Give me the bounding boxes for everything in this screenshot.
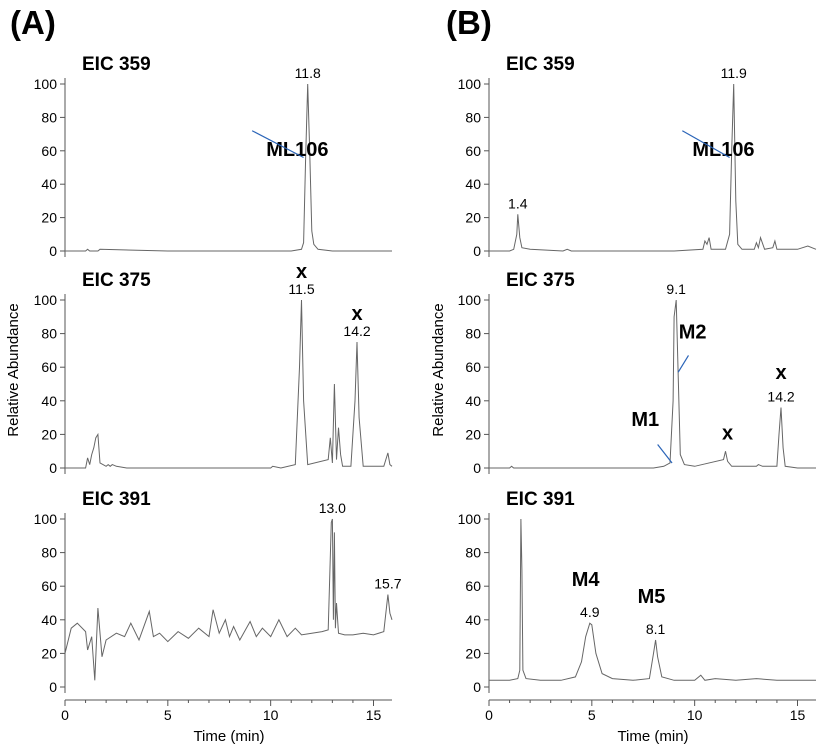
chromatogram-trace <box>65 83 392 252</box>
chromatogram-trace <box>489 299 816 469</box>
peak-label: 1.4 <box>508 195 528 211</box>
interference-marker: x <box>296 261 307 283</box>
y-tick-label: 60 <box>41 578 57 594</box>
y-tick-label: 100 <box>458 76 482 92</box>
y-tick-label: 80 <box>41 545 57 561</box>
y-tick-label: 40 <box>41 393 57 409</box>
y-axis-label-b: Relative Abundance <box>430 303 447 436</box>
y-tick-label: 20 <box>41 645 57 661</box>
y-tick-label: 0 <box>49 679 57 695</box>
y-tick-label: 60 <box>41 143 57 159</box>
y-tick-label: 0 <box>473 243 481 259</box>
chart-a-eic-359: 0 20 40 60 80 100 EIC 359 11.8 ML106 <box>34 54 392 259</box>
y-tick-label: 40 <box>41 612 57 628</box>
chromatogram-trace <box>489 518 816 681</box>
y-tick-label: 20 <box>41 210 57 226</box>
leader-line <box>251 130 304 159</box>
eic-title: EIC 359 <box>506 54 575 75</box>
x-tick-label: 15 <box>366 707 382 723</box>
eic-title: EIC 359 <box>82 54 151 75</box>
compound-label-m5: M5 <box>638 586 666 608</box>
eic-title: EIC 391 <box>82 489 151 510</box>
leader-line <box>677 355 690 373</box>
eic-title: EIC 391 <box>506 489 575 510</box>
y-tick-label: 100 <box>458 511 482 527</box>
leader-line <box>682 130 730 159</box>
peak-label: 15.7 <box>374 576 401 592</box>
y-axis-label-a: Relative Abundance <box>5 303 22 436</box>
peak-label: 11.9 <box>721 65 747 81</box>
x-tick-label: 15 <box>790 707 806 723</box>
x-axis-label-a: Time (min) <box>193 728 264 745</box>
x-tick-label: 0 <box>61 707 69 723</box>
y-tick-label: 80 <box>41 109 57 125</box>
y-tick-label: 60 <box>465 143 481 159</box>
y-tick-label: 60 <box>465 578 481 594</box>
y-tick-label: 60 <box>465 359 481 375</box>
y-tick-label: 0 <box>473 460 481 476</box>
panel-letter-b: (B) <box>446 4 492 41</box>
panel-letter-a: (A) <box>10 4 56 41</box>
y-tick-label: 20 <box>465 645 481 661</box>
peak-label: 14.2 <box>767 389 794 405</box>
peak-label: 11.5 <box>288 281 314 297</box>
interference-marker: x <box>775 362 786 384</box>
peak-label: 14.2 <box>343 323 370 339</box>
interference-marker: x <box>351 303 362 325</box>
y-tick-label: 40 <box>465 176 481 192</box>
eic-title: EIC 375 <box>82 270 151 291</box>
y-tick-label: 80 <box>41 326 57 342</box>
x-axis-label-b: Time (min) <box>617 728 688 745</box>
eic-title: EIC 375 <box>506 270 575 291</box>
chromatogram-trace <box>489 83 817 252</box>
y-tick-label: 100 <box>458 292 482 308</box>
x-tick-label: 10 <box>263 707 279 723</box>
y-tick-label: 100 <box>34 76 58 92</box>
x-tick-label: 0 <box>485 707 493 723</box>
y-tick-label: 80 <box>465 545 481 561</box>
chart-b-eic-375: 0 20 40 60 80 100 EIC 375 9.1 14.2 M2 M1 x x <box>458 270 816 476</box>
chart-b-eic-391: 0 20 40 60 80 100 EIC 391 4.9 8.1 M4 M5 <box>458 489 816 695</box>
chart-a-eic-391: 0 20 40 60 80 100 EIC 391 13.0 15.7 <box>34 489 402 695</box>
peak-label: 4.9 <box>580 604 600 620</box>
chromatogram-trace <box>65 299 393 469</box>
y-tick-label: 100 <box>34 511 58 527</box>
y-tick-label: 100 <box>34 292 58 308</box>
compound-label-m4: M4 <box>572 569 601 591</box>
y-tick-label: 40 <box>465 393 481 409</box>
chart-b-eic-359: 0 20 40 60 80 100 EIC 359 11.9 1.4 ML106 <box>458 54 817 259</box>
y-tick-label: 40 <box>465 612 481 628</box>
compound-label-m1: M1 <box>631 409 659 431</box>
y-tick-label: 80 <box>465 326 481 342</box>
leader-line <box>657 444 673 464</box>
x-axis-b: 0 5 10 15 <box>485 699 816 723</box>
x-tick-label: 5 <box>164 707 172 723</box>
peak-label: 11.8 <box>295 65 321 81</box>
compound-label-m2: M2 <box>679 322 707 344</box>
x-tick-label: 5 <box>588 707 596 723</box>
peak-label: 9.1 <box>666 281 686 297</box>
y-tick-label: 40 <box>41 176 57 192</box>
compound-label-ml106: ML106 <box>266 139 328 161</box>
x-axis-a: 0 5 10 15 <box>61 699 392 723</box>
y-tick-label: 0 <box>473 679 481 695</box>
chromatogram-trace <box>64 518 393 681</box>
peak-label: 13.0 <box>319 500 346 516</box>
y-tick-label: 80 <box>465 109 481 125</box>
y-tick-label: 20 <box>465 426 481 442</box>
y-tick-label: 20 <box>41 426 57 442</box>
compound-label-ml106: ML106 <box>692 139 754 161</box>
interference-marker: x <box>722 422 733 444</box>
y-tick-label: 0 <box>49 460 57 476</box>
y-tick-label: 20 <box>465 210 481 226</box>
peak-label: 8.1 <box>646 621 666 637</box>
x-tick-label: 10 <box>687 707 703 723</box>
y-tick-label: 60 <box>41 359 57 375</box>
y-tick-label: 0 <box>49 243 57 259</box>
